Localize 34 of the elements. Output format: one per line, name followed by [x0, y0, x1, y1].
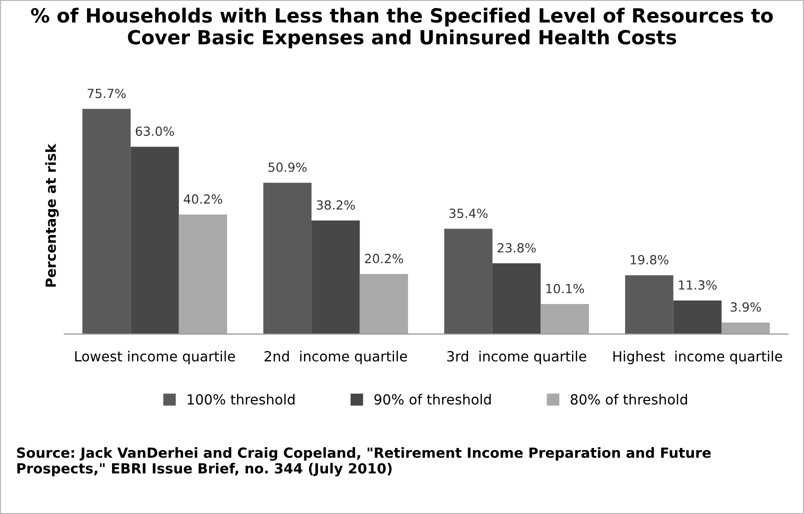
data-label: 63.0%	[136, 126, 174, 136]
x-tick-label: 2nd income quartile	[264, 350, 407, 364]
bar	[312, 220, 360, 334]
x-tick-label: 3rd income quartile	[447, 350, 586, 364]
chart-title: % of Households with Less than the Specified Level of Resources to Cover Basic Expenses and Uninsured Health Costs	[31, 8, 773, 48]
data-label: 19.8%	[630, 254, 668, 264]
data-label: 50.9%	[268, 162, 307, 172]
bar	[360, 274, 408, 334]
data-label: 75.7%	[88, 88, 126, 98]
x-tick-label: Lowest income quartile	[75, 350, 235, 364]
data-label: 10.1%	[546, 284, 584, 294]
bar	[263, 182, 312, 334]
bar	[722, 322, 770, 334]
data-label: 20.2%	[364, 254, 404, 264]
data-label: 23.8%	[498, 243, 536, 253]
y-axis-title: Percentage at risk	[45, 144, 59, 287]
source-note: Source: Jack VanDerhei and Craig Copeland, "Retirement Income Preparation and Future Prospects," EBRI Issue Brief, no. 344 (July 2010)	[17, 447, 711, 476]
x-tick-label: Highest income quartile	[613, 350, 782, 364]
bar	[625, 275, 674, 334]
bar	[540, 304, 589, 334]
bar	[492, 263, 541, 334]
legend-label: 100% threshold	[188, 394, 294, 405]
data-label: 3.9%	[730, 302, 761, 312]
bar	[673, 300, 722, 334]
data-label: 35.4%	[449, 208, 488, 218]
bar	[130, 146, 179, 334]
legend-label: 80% of threshold	[570, 394, 687, 405]
data-label: 11.3%	[678, 280, 717, 290]
data-label: 40.2%	[184, 194, 222, 204]
bar	[82, 108, 131, 334]
bar	[178, 214, 228, 334]
bar	[444, 228, 492, 334]
data-label: 38.2%	[316, 200, 355, 210]
legend-label: 90% of threshold	[374, 394, 491, 405]
